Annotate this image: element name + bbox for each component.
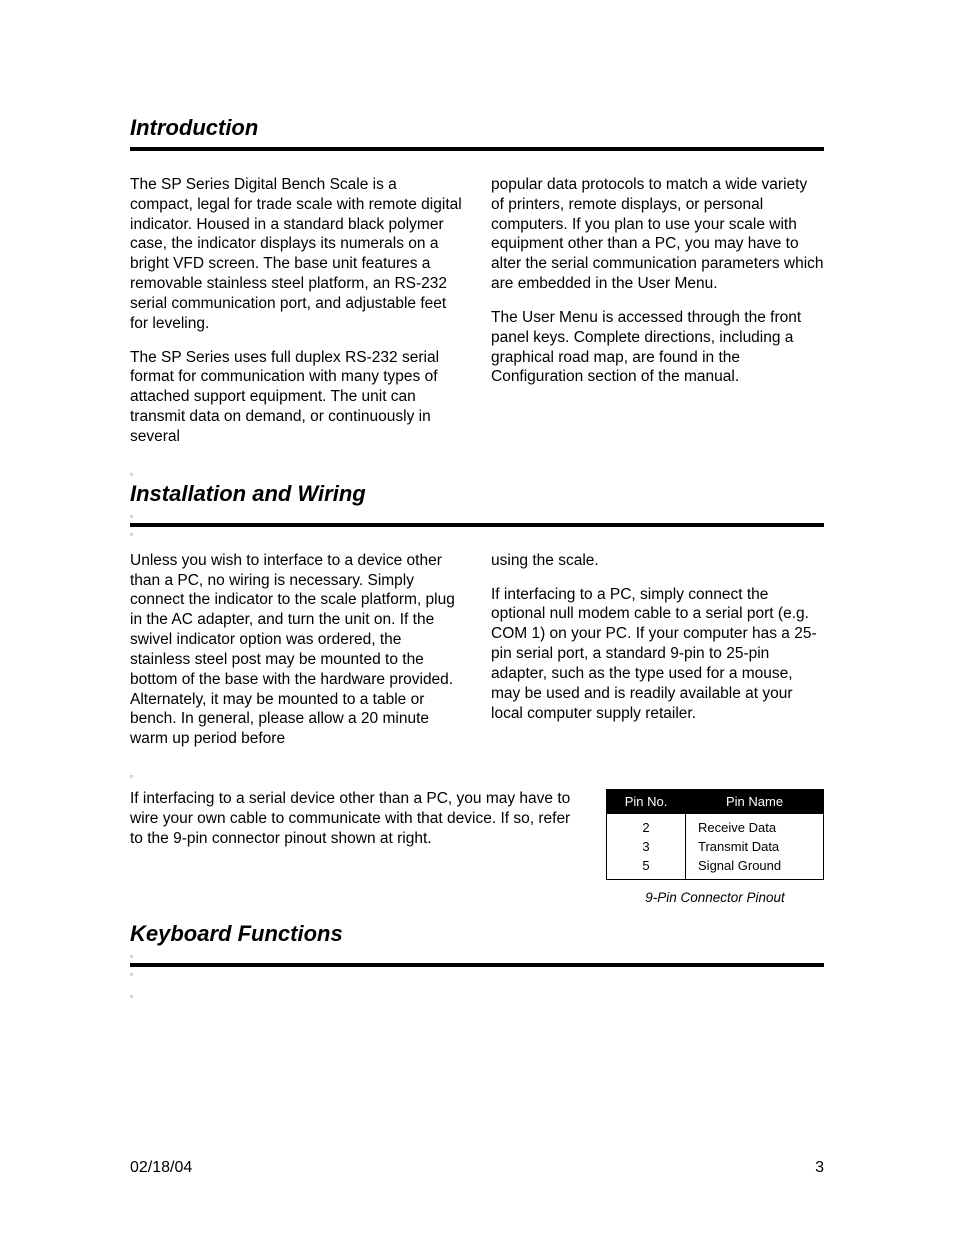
bullet-marker: ▫ [130,773,824,781]
bullet-marker: ▫ [130,471,824,479]
pinout-table: Pin No. Pin Name 2 Receive Data 3 Transm… [606,789,824,880]
section-heading-keyboard: Keyboard Functions [130,921,824,947]
section-heading-introduction: Introduction [130,115,824,141]
footer-date: 02/18/04 [130,1159,192,1177]
pinout-row: 3 Transmit Data [607,837,824,856]
pinout-cell-no: 3 [607,837,686,856]
footer-page-number: 3 [815,1159,824,1177]
pinout-row: 2 Receive Data [607,814,824,838]
pinout-block: Pin No. Pin Name 2 Receive Data 3 Transm… [606,789,824,905]
pinout-cell-name: Receive Data [686,814,824,838]
rule-installation [130,523,824,527]
intro-col-1: The SP Series Digital Bench Scale is a c… [130,175,463,461]
bullet-marker: ▫ [130,531,824,539]
intro-p2: The SP Series uses full duplex RS-232 se… [130,348,463,447]
install-p3: If interfacing to a PC, simply connect t… [491,585,824,724]
intro-p4: The User Menu is accessed through the fr… [491,308,824,387]
bullet-marker: ▫ [130,953,824,961]
pinout-cell-name: Signal Ground [686,856,824,880]
install-col-1: Unless you wish to interface to a device… [130,551,463,763]
serial-note-row: If interfacing to a serial device other … [130,789,824,905]
rule-keyboard [130,963,824,967]
rule-introduction [130,147,824,151]
pinout-caption: 9-Pin Connector Pinout [606,890,824,905]
bullet-marker: ▫ [130,513,824,521]
install-p1: Unless you wish to interface to a device… [130,551,463,749]
intro-columns: The SP Series Digital Bench Scale is a c… [130,175,824,461]
page-footer: 02/18/04 3 [130,1159,824,1177]
bullet-marker: ▫ [130,971,824,979]
pinout-row: 5 Signal Ground [607,856,824,880]
section-heading-installation: Installation and Wiring [130,481,824,507]
pinout-cell-name: Transmit Data [686,837,824,856]
install-columns: Unless you wish to interface to a device… [130,551,824,763]
intro-p3: popular data protocols to match a wide v… [491,175,824,294]
pinout-header-no: Pin No. [607,790,686,814]
intro-col-2: popular data protocols to match a wide v… [491,175,824,461]
serial-note-text: If interfacing to a serial device other … [130,789,578,848]
pinout-cell-no: 2 [607,814,686,838]
bullet-marker: ▫ [130,993,824,1001]
intro-p1: The SP Series Digital Bench Scale is a c… [130,175,463,334]
install-p2: using the scale. [491,551,824,571]
install-col-2: using the scale. If interfacing to a PC,… [491,551,824,763]
pinout-cell-no: 5 [607,856,686,880]
pinout-header-name: Pin Name [686,790,824,814]
